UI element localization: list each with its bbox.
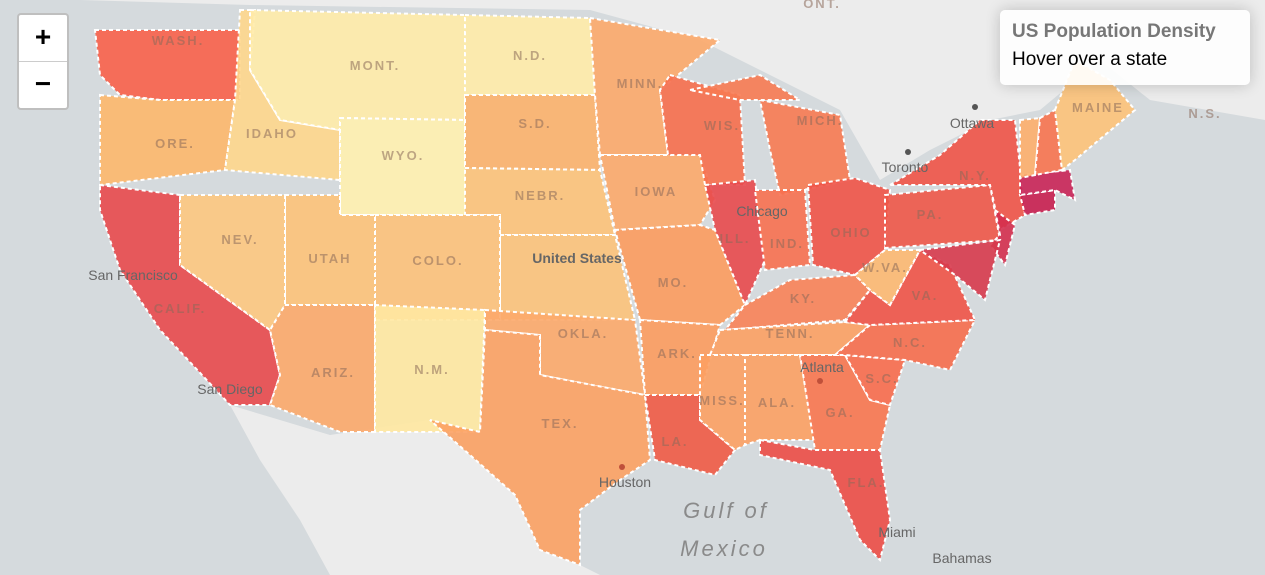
state-label: MICH. [797,113,844,128]
state-label: WASH. [152,33,205,48]
city-label: Atlanta [800,359,844,375]
state-label: NEBR. [515,188,565,203]
canada [80,0,1265,180]
state-label: N.Y. [959,168,991,183]
state-label: ARK. [657,346,697,361]
state[interactable] [598,154,717,232]
state[interactable] [374,214,501,321]
region-label: N.S. [1188,106,1221,121]
state-label: MONT. [350,58,400,73]
city-dot [972,104,978,110]
state[interactable] [917,238,1002,302]
state-label: TENN. [766,326,815,341]
state[interactable] [464,94,602,172]
mexico [230,405,600,575]
city-dots [619,104,978,470]
state[interactable] [703,178,767,308]
state[interactable] [179,194,286,332]
state-label: N.D. [513,48,547,63]
state-label: MISS. [699,393,744,408]
state-label: NEV. [221,232,258,247]
city-dot [817,378,823,384]
state-label: N.M. [414,362,449,377]
state[interactable] [658,73,747,186]
state[interactable] [886,119,1027,232]
zoom-out[interactable]: − [19,61,67,108]
info-text: Hover over a state [1012,49,1168,70]
state-label: S.C. [865,371,898,386]
water-label: Gulf of [683,498,769,523]
state-label: W.VA. [862,260,908,275]
city-label: San Diego [197,381,263,397]
city-dot [905,149,911,155]
state-label: IND. [770,236,804,251]
state[interactable] [708,320,873,356]
state[interactable] [853,249,922,307]
state-label: ORE. [155,136,195,151]
state-label: ARIZ. [311,365,355,380]
state-label: ALA. [758,395,796,410]
state-label: TEX. [542,416,579,431]
info-title: US Population Density [1012,21,1216,42]
state[interactable] [499,234,637,321]
city-dot [619,464,625,470]
country-label: United States [532,250,622,266]
state-label: UTAH [308,251,351,266]
water-label: Mexico [680,536,768,561]
state-label: VA. [912,288,939,303]
state-label: PA. [917,207,944,222]
state[interactable] [832,318,977,372]
state-label: IOWA [635,184,678,199]
state[interactable] [1019,168,1077,202]
state-label: MO. [658,275,689,290]
state-label: LA. [662,434,689,449]
state[interactable] [759,438,892,562]
city-label: Bahamas [932,550,991,566]
state-label: S.D. [518,116,551,131]
states [93,8,1137,567]
state-label: WYO. [382,148,425,163]
region-label: ONT. [803,0,841,11]
state[interactable] [1053,58,1137,172]
state-label: MINN. [617,76,664,91]
state[interactable] [339,116,466,216]
state[interactable] [843,353,907,407]
state-label: GA. [825,405,854,420]
state[interactable] [429,328,652,567]
state-label: CALIF. [154,301,206,316]
city-label: Toronto [882,159,929,175]
city-label: Ottawa [950,115,995,131]
state-label: COLO. [412,253,463,268]
state-label: IDAHO [246,126,298,141]
labels: WASH. MONT. N.D. MINN. ORE. IDAHO WYO. S… [88,0,1221,566]
zoom-control: + − [17,13,69,110]
state[interactable] [613,223,747,327]
state[interactable] [744,354,817,447]
city-label: Houston [599,474,651,490]
state[interactable] [689,73,804,101]
state-label: KY. [790,291,816,306]
state[interactable] [806,176,892,277]
city-label: San Francisco [88,267,178,283]
state[interactable] [484,308,647,397]
state-label: N.C. [893,335,927,350]
zoom-in[interactable]: + [34,21,52,52]
state[interactable] [268,304,376,433]
state-label: OHIO [830,225,871,240]
state-label: WIS. [704,118,740,133]
info-panel: US Population Density Hover over a state [1000,10,1250,85]
city-label: Miami [878,524,915,540]
state-label: OKLA. [558,326,608,341]
city-label: Chicago [736,203,788,219]
state[interactable] [753,189,812,272]
state-label: MAINE [1072,100,1124,115]
state-label: ILL. [719,231,750,246]
state-label: FLA. [848,475,885,490]
state[interactable] [464,13,597,96]
